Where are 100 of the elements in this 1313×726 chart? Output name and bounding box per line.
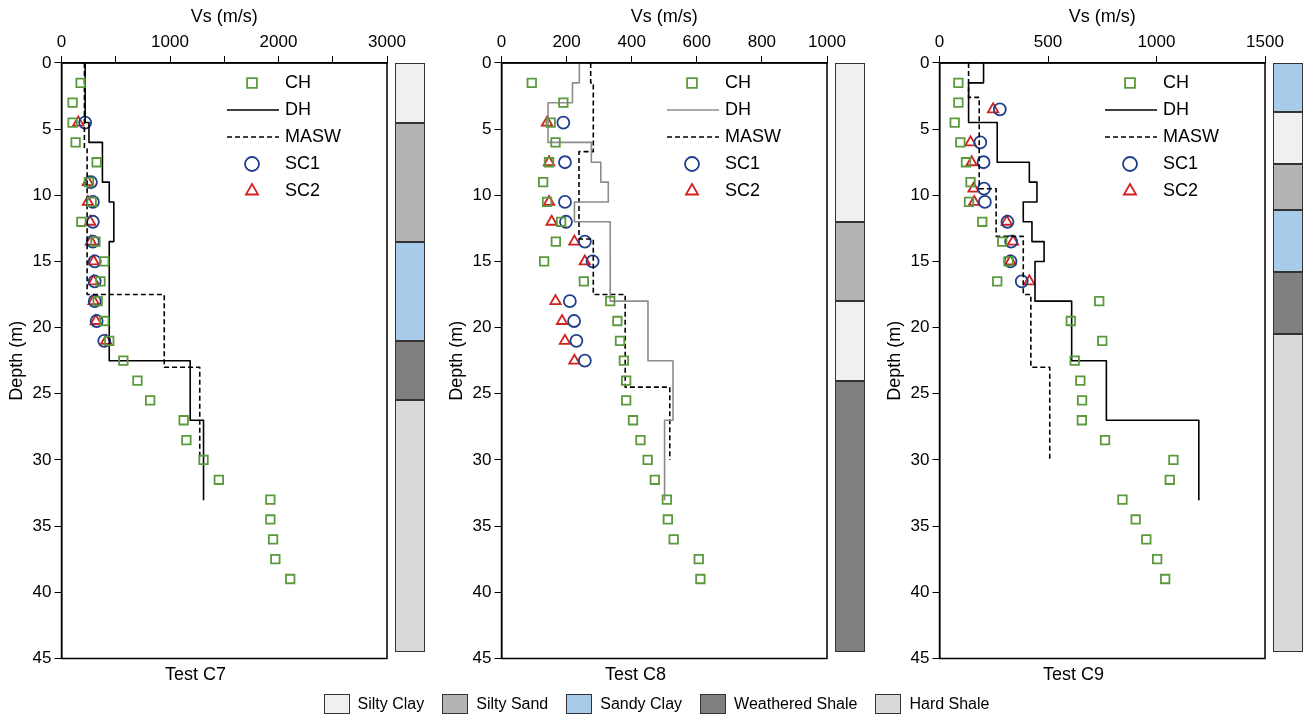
x-tick-label: 1000	[151, 32, 189, 52]
point	[198, 454, 209, 466]
text: Test C7	[164, 664, 227, 685]
x-tick-label: 3000	[368, 32, 406, 52]
text: Sandy Clay	[600, 695, 683, 713]
y-tick-label: 40	[910, 581, 930, 601]
x-tick-label: 1500	[1246, 32, 1284, 52]
legend-label: CH	[725, 71, 751, 92]
y-tick-label: 25	[472, 383, 492, 403]
x-axis-title: Vs (m/s)	[1068, 5, 1136, 26]
point	[987, 102, 1000, 114]
point	[992, 276, 1003, 287]
point	[577, 353, 592, 368]
point	[612, 315, 623, 327]
legend-label: SC2	[1163, 179, 1199, 200]
point	[693, 554, 704, 565]
point	[285, 573, 296, 585]
point	[1117, 494, 1128, 505]
legend-label: DH	[1163, 98, 1189, 119]
legend-label: SC2	[285, 179, 321, 200]
point	[539, 256, 550, 267]
point	[1076, 395, 1088, 406]
text: Silty Clay	[357, 695, 425, 713]
point	[545, 117, 556, 128]
legend-label: MASW	[1163, 125, 1220, 146]
y-tick-label: 15	[472, 251, 492, 271]
point	[964, 135, 977, 147]
point	[569, 333, 584, 348]
point	[555, 216, 567, 227]
point	[618, 355, 630, 366]
point	[953, 97, 964, 108]
y-tick-label: 5	[920, 118, 930, 138]
y-axis-title: Depth (m)	[445, 320, 466, 401]
x-tick-label: 500	[1033, 32, 1063, 52]
y-tick-label: 20	[32, 317, 52, 337]
point	[556, 115, 571, 130]
point	[99, 315, 110, 327]
point	[695, 573, 706, 585]
point	[621, 395, 632, 406]
point	[992, 102, 1007, 117]
x-tick-label: 0	[934, 32, 945, 52]
legend-label: MASW	[725, 125, 782, 146]
point	[270, 554, 281, 565]
point	[568, 353, 581, 365]
point	[577, 234, 592, 249]
y-tick-label: 45	[910, 648, 930, 668]
point	[1141, 534, 1152, 545]
point	[585, 254, 600, 269]
y-tick-label: 5	[482, 118, 492, 138]
point	[1076, 415, 1087, 426]
point	[627, 415, 639, 426]
point	[72, 115, 85, 127]
point	[568, 234, 581, 246]
point	[662, 514, 673, 525]
point	[99, 256, 110, 267]
point	[558, 333, 572, 345]
point	[567, 314, 581, 328]
x-tick-label: 800	[747, 32, 777, 52]
point	[550, 236, 562, 247]
legend-label: SC1	[725, 152, 761, 173]
point	[1023, 274, 1036, 286]
point	[965, 155, 978, 167]
y-tick-label: 40	[472, 581, 492, 601]
point	[181, 434, 192, 446]
point	[92, 296, 103, 307]
point	[213, 474, 224, 485]
y-tick-label: 35	[472, 515, 492, 535]
point	[621, 375, 632, 386]
point	[977, 195, 992, 209]
point	[963, 196, 975, 208]
point	[91, 157, 102, 168]
point	[949, 117, 960, 128]
point	[75, 77, 86, 88]
point	[649, 474, 660, 485]
y-tick-label: 45	[472, 648, 492, 668]
point	[132, 375, 143, 386]
point	[538, 176, 549, 188]
y-tick-label: 10	[32, 185, 52, 204]
point	[78, 115, 93, 130]
y-tick-label: 20	[910, 317, 930, 337]
y-tick-label: 0	[482, 52, 492, 72]
legend-label: DH	[725, 98, 751, 119]
point	[95, 276, 106, 287]
legend-label: MASW	[285, 125, 342, 146]
text: Silty Sand	[476, 695, 549, 713]
point	[578, 254, 591, 266]
point	[1099, 434, 1111, 446]
point	[67, 117, 78, 128]
y-tick-label: 35	[32, 515, 52, 535]
y-tick-label: 25	[910, 383, 930, 403]
x-axis-title: Vs (m/s)	[190, 5, 258, 26]
y-tick-label: 10	[472, 185, 492, 204]
point	[265, 514, 276, 525]
legend-label: CH	[285, 71, 311, 92]
point	[1094, 296, 1105, 307]
legend-label: SC2	[725, 179, 761, 200]
text: Test C8	[604, 664, 667, 685]
point	[81, 195, 94, 206]
point	[267, 534, 279, 545]
text: Test C9	[1042, 664, 1105, 685]
